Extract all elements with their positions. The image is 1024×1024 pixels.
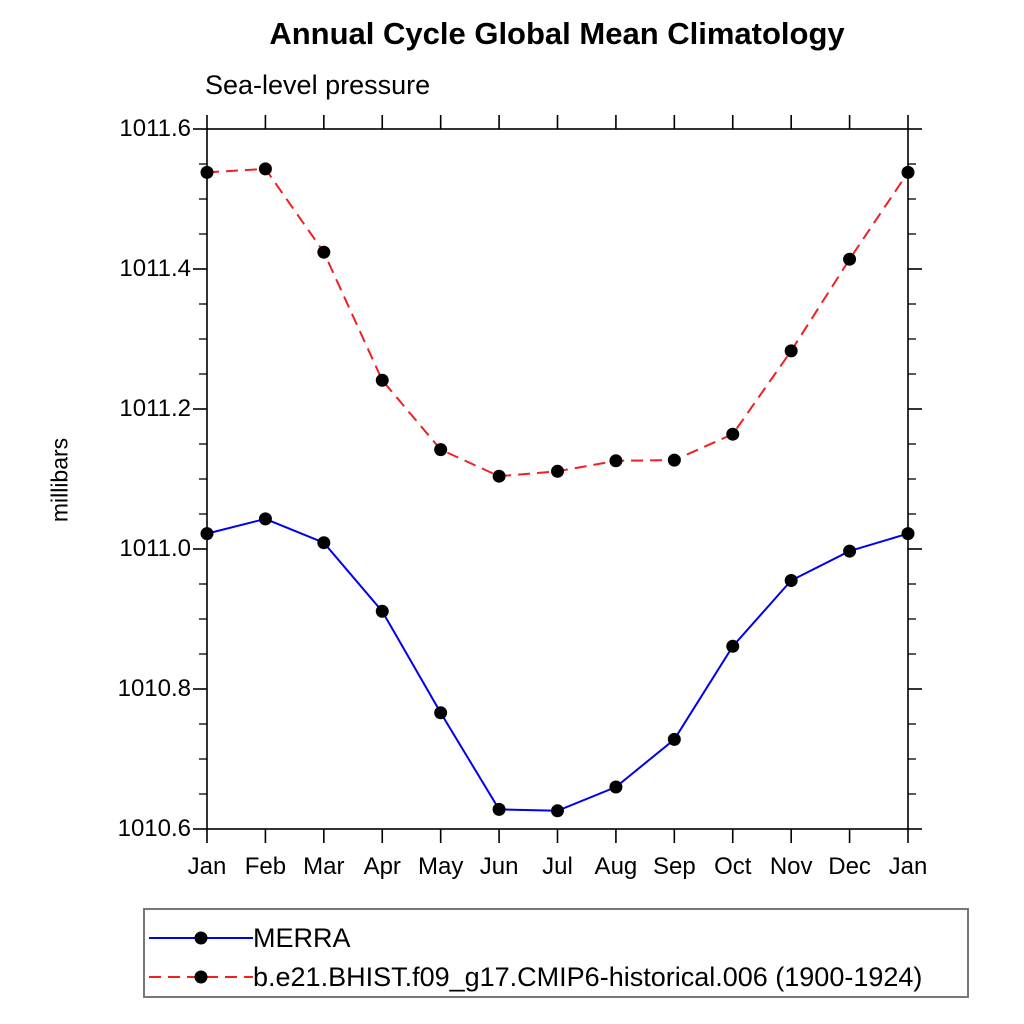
- x-tick-label: Nov: [769, 853, 813, 880]
- y-tick-label: 1011.4: [119, 255, 191, 282]
- legend-item-model: b.e21.BHIST.f09_g17.CMIP6-historical.006…: [145, 962, 967, 992]
- data-point-marker: [784, 574, 798, 587]
- data-point-marker: [551, 464, 564, 478]
- data-point-marker: [200, 527, 214, 541]
- x-tick-label: Jun: [479, 853, 519, 880]
- legend: MERRA b.e21.BHIST.f09_g17.CMIP6-historic…: [143, 908, 969, 998]
- data-point-marker: [843, 252, 857, 266]
- data-point-marker: [609, 454, 623, 468]
- model-line-sample-icon: [149, 970, 253, 984]
- data-point-marker: [901, 527, 915, 541]
- x-tick-label: Sep: [652, 853, 696, 880]
- data-point-marker: [434, 443, 448, 457]
- series-line-dashed: [206, 167, 909, 478]
- data-point-marker: [667, 453, 681, 467]
- x-tick-label: Apr: [363, 853, 401, 880]
- legend-label: MERRA: [253, 922, 351, 953]
- data-point-marker: [375, 604, 389, 618]
- x-tick-label: Dec: [828, 853, 871, 880]
- x-tick-label: Jan: [187, 853, 227, 880]
- x-tick-label: Jul: [542, 853, 573, 880]
- legend-item-merra: MERRA: [145, 923, 967, 953]
- data-point-marker: [726, 639, 740, 653]
- merra-line-sample-icon: [149, 931, 253, 945]
- x-tick-label: Aug: [594, 853, 638, 880]
- data-point-marker: [317, 536, 331, 550]
- data-point-marker: [375, 373, 389, 387]
- data-point-marker: [492, 469, 506, 483]
- data-point-marker: [317, 245, 331, 259]
- x-tick-label: Jan: [888, 853, 928, 880]
- x-tick-label: Feb: [244, 853, 287, 880]
- y-tick-label: 1011.0: [119, 535, 191, 562]
- data-point-marker: [200, 165, 214, 179]
- legend-marker: [194, 931, 208, 945]
- data-point-marker: [492, 802, 506, 816]
- legend-marker: [194, 970, 208, 984]
- chart-subtitle: Sea-level pressure: [205, 70, 431, 100]
- data-point-marker: [258, 512, 272, 526]
- data-point-marker: [726, 427, 740, 441]
- x-tick-label: Oct: [714, 853, 752, 880]
- data-point-marker: [667, 732, 681, 746]
- data-point-marker: [434, 706, 448, 720]
- data-point-marker: [784, 344, 798, 358]
- y-tick-label: 1011.2: [119, 395, 191, 422]
- legend-label: b.e21.BHIST.f09_g17.CMIP6-historical.006…: [253, 961, 923, 992]
- y-tick-label: 1011.6: [119, 115, 191, 142]
- series-line-solid: [206, 517, 909, 812]
- data-point-marker: [901, 165, 915, 179]
- data-point-marker: [551, 804, 564, 818]
- chart-title: Annual Cycle Global Mean Climatology: [269, 16, 845, 51]
- data-point-marker: [258, 162, 272, 176]
- data-point-marker: [609, 780, 623, 794]
- data-point-marker: [843, 544, 857, 558]
- y-tick-label: 1010.6: [117, 815, 191, 842]
- x-tick-label: May: [417, 853, 464, 880]
- x-tick-label: Mar: [303, 853, 345, 880]
- y-tick-label: 1010.8: [117, 675, 191, 702]
